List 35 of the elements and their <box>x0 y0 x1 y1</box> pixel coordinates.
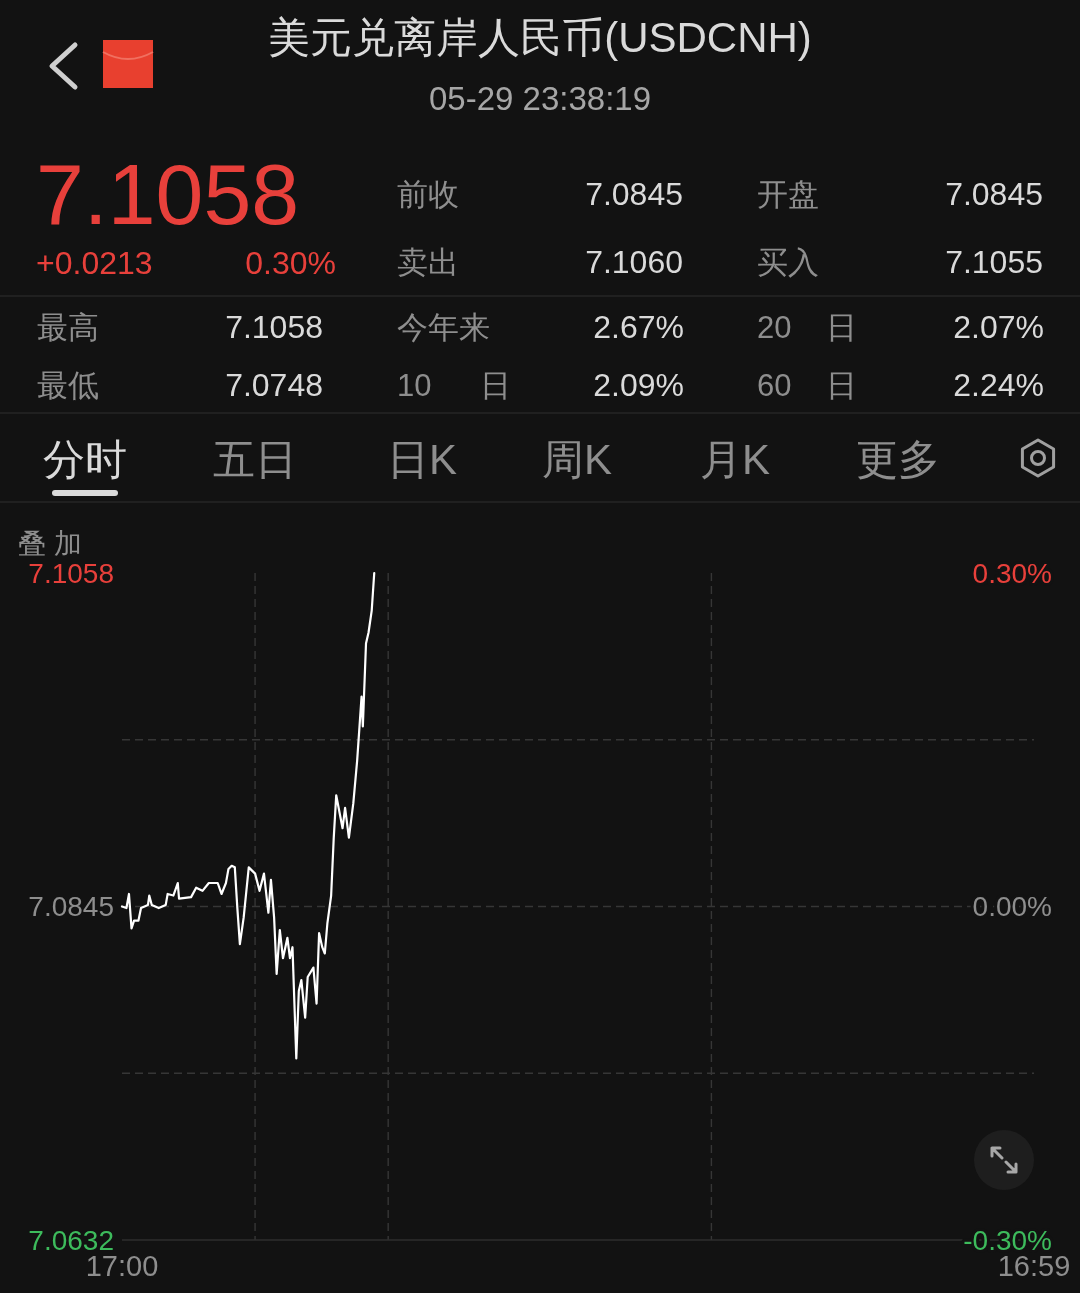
text: 买入 <box>757 245 819 280</box>
text: 前收 <box>397 177 459 212</box>
y2-tick-label: 0.30% <box>972 557 1052 589</box>
text: 最低 <box>37 368 99 403</box>
text: 卖出 <box>397 245 459 280</box>
text: 7.0748 <box>225 367 323 403</box>
text: 7.0845 <box>945 176 1043 212</box>
text: 7.0845 <box>585 176 683 212</box>
y-tick-label: 7.1058 <box>28 557 114 589</box>
text: 最高 <box>37 310 99 345</box>
text: 2.24% <box>953 367 1044 403</box>
text: 更多 <box>856 436 940 483</box>
text: 分时 <box>43 436 127 483</box>
text: 叠 加 <box>18 528 82 559</box>
text: 0.30% <box>245 245 336 281</box>
text: +0.0213 <box>36 245 153 281</box>
text: 今年来 <box>397 310 490 345</box>
y2-tick-label: 0.00% <box>972 891 1052 922</box>
text: 7.1058 <box>225 309 323 345</box>
text: 7.1055 <box>945 244 1043 280</box>
text: 2.67% <box>593 309 684 345</box>
text: 五日 <box>213 436 297 483</box>
text: 周K <box>541 436 613 483</box>
text: 月K <box>699 436 771 483</box>
chart-subtitle: 05-29 23:38:19 <box>428 80 652 117</box>
text: 2.07% <box>953 309 1044 345</box>
text: 7.1060 <box>585 244 683 280</box>
chart-title: 美元兑离岸人民币(USDCNH) <box>268 14 812 61</box>
text: 20 日 <box>757 310 858 345</box>
text: 60 日 <box>757 368 858 403</box>
text: 日K <box>386 436 458 483</box>
text: 10 日 <box>397 368 512 403</box>
y-tick-label: 7.0845 <box>28 891 114 922</box>
text: 开盘 <box>757 177 819 212</box>
text: 2.09% <box>593 367 684 403</box>
